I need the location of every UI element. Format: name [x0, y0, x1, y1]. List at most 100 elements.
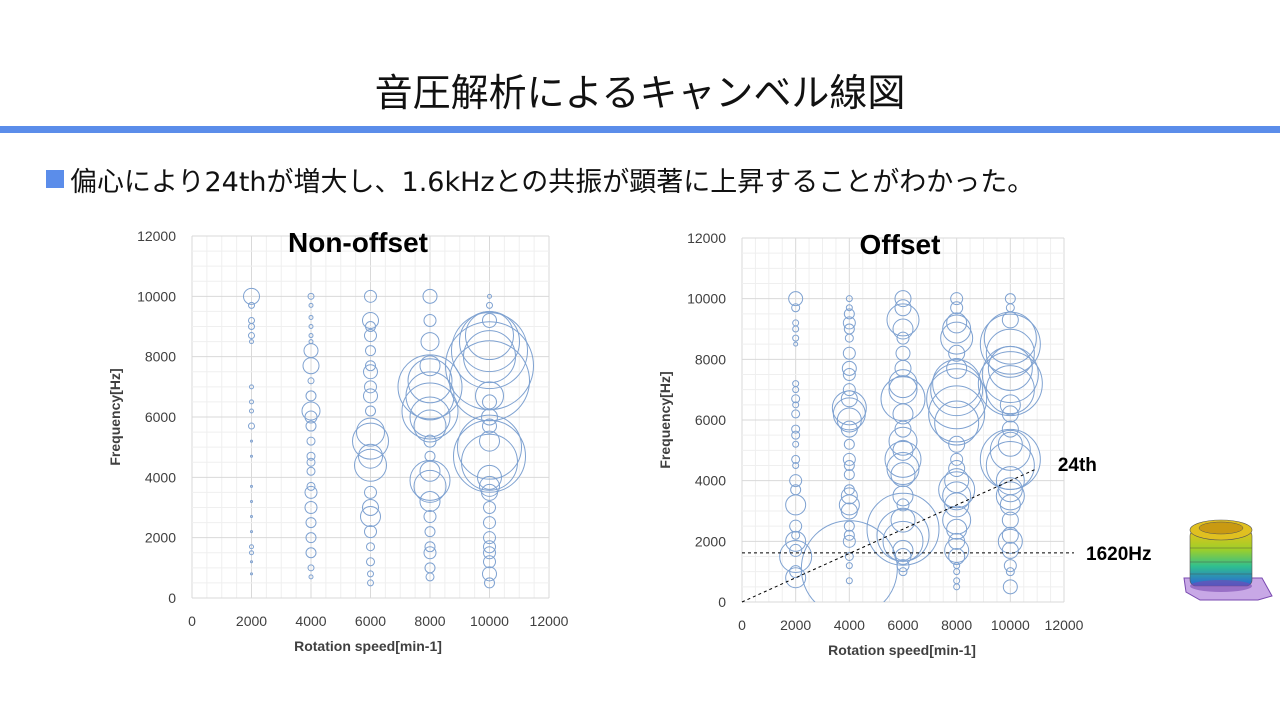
bubble-point [950, 301, 964, 315]
bubble-point [424, 526, 436, 538]
y-tick-label: 6000 [145, 409, 176, 425]
bubble-point [419, 355, 441, 377]
bubble-point [792, 401, 800, 409]
bubble-point [401, 382, 459, 440]
bubble-point [483, 531, 496, 545]
y-tick-label: 4000 [695, 473, 726, 489]
bubble-point [948, 460, 966, 478]
bubble-point [308, 574, 314, 580]
y-axis-title: Frequency[Hz] [107, 368, 123, 465]
bubble-point [785, 530, 807, 552]
bubble-point [362, 311, 379, 329]
y-tick-label: 8000 [695, 351, 726, 367]
bubble-point [793, 341, 799, 347]
bubble-point [354, 448, 387, 482]
bubble-group [243, 287, 534, 589]
bubble-point [989, 429, 1031, 471]
bubble-point [364, 289, 377, 303]
bubble-point [423, 313, 437, 327]
bubble-point [409, 459, 451, 501]
bubble-point [250, 499, 253, 503]
bubble-point [306, 436, 316, 446]
bubble-point [461, 433, 518, 491]
bubble-point [486, 301, 493, 309]
bubble-point [305, 517, 317, 529]
bubble-point [419, 460, 441, 482]
bubble-point [363, 388, 378, 404]
bubble-point [896, 498, 910, 512]
y-tick-label: 0 [718, 594, 726, 610]
bubble-point [934, 400, 980, 446]
bubble-point [367, 579, 374, 587]
bubble-point [888, 369, 918, 399]
bubble-point [789, 519, 803, 533]
bubble-point [948, 548, 966, 565]
bubble-point [792, 440, 800, 448]
bubble-point [249, 399, 254, 405]
bubble-point [942, 481, 972, 511]
bubble-point [844, 552, 854, 561]
bubble-point [792, 462, 800, 469]
x-axis-title: Rotation speed[min-1] [294, 638, 442, 654]
bubble-point [930, 363, 984, 417]
bubble-point [898, 567, 908, 577]
bubble-point [483, 516, 496, 530]
bullet-line: 偏心により24thが増大し、1.6kHzとの共振が顕著に上昇することがわかった。 [46, 160, 1034, 199]
x-tick-label: 12000 [530, 613, 569, 629]
bubble-point [892, 403, 914, 425]
bubble-point [789, 474, 803, 488]
bubble-point [423, 434, 437, 448]
bubble-point [791, 409, 801, 419]
bubble-point [843, 308, 855, 320]
bubble-point [304, 485, 318, 499]
bubble-point [832, 397, 866, 431]
bubble-point [483, 501, 496, 514]
x-tick-label: 0 [738, 617, 746, 633]
bubble-point [307, 377, 315, 385]
bubble-point [946, 357, 968, 379]
bubble-point [249, 550, 254, 556]
bubble-point [482, 312, 497, 328]
bubble-point [896, 559, 910, 573]
bubble-point [894, 299, 912, 317]
bubble-point [308, 314, 314, 320]
bubble-point [791, 454, 801, 464]
bubble-point [451, 312, 528, 390]
bubble-point [842, 346, 856, 360]
bubble-point [308, 302, 314, 308]
bubble-point [1005, 567, 1015, 577]
bubble-point [477, 464, 502, 490]
bubble-point [308, 333, 314, 339]
x-tick-label: 6000 [887, 617, 918, 633]
bubble-point [985, 328, 1035, 378]
bubble-point [892, 439, 914, 461]
bubble-point [942, 314, 972, 344]
y-tick-label: 8000 [145, 349, 176, 365]
bubble-point [946, 312, 968, 334]
bubble-point [791, 303, 801, 313]
bubble-point [995, 481, 1025, 511]
bubble-point [842, 383, 856, 397]
bubble-point [844, 333, 854, 343]
x-axis-title: Rotation speed[min-1] [828, 642, 976, 658]
bubble-point [453, 419, 526, 493]
bullet-text: 偏心により24thが増大し、1.6kHzとの共振が顕著に上昇することがわかった。 [70, 167, 1035, 198]
x-tick-label: 8000 [941, 617, 972, 633]
bubble-point [1001, 511, 1019, 529]
bubble-point [838, 494, 860, 516]
annotation-24th: 24th [1058, 455, 1097, 476]
bubble-point [250, 439, 253, 443]
bubble-point [981, 346, 1039, 403]
bubble-point [457, 414, 522, 480]
x-tick-label: 6000 [355, 613, 386, 629]
bubble-point [892, 318, 914, 340]
bubble-point [1003, 559, 1017, 573]
x-tick-label: 4000 [295, 613, 326, 629]
bubble-point [866, 492, 940, 566]
bubble-point [364, 329, 377, 343]
bubble-point [840, 420, 858, 438]
bubble-point [250, 454, 253, 458]
bubble-point [365, 345, 376, 357]
bubble-point [1001, 405, 1019, 423]
bubble-point [985, 441, 1035, 490]
